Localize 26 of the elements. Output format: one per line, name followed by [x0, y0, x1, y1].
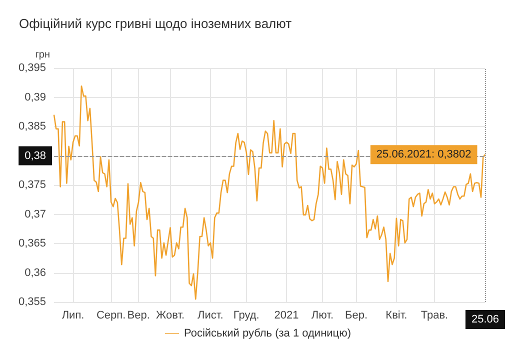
y-tick-label: 0,375 — [18, 179, 46, 191]
x-tick-label: 25.06 — [471, 314, 499, 326]
y-tick-label: 0,36 — [24, 266, 46, 279]
y-tick-label: 0,355 — [18, 296, 46, 308]
chart-title: Офіційний курс гривні щодо іноземних валют — [19, 16, 292, 31]
x-tick-label: 2021 — [274, 310, 299, 322]
legend-label: Російський рубль (за 1 одиницю) — [184, 328, 352, 340]
y-tick-label: 0,395 — [18, 62, 46, 74]
y-tick-label: 0,37 — [24, 208, 46, 220]
x-tick-label: Груд. — [233, 310, 260, 322]
ref-line-label: 0,38 — [24, 150, 46, 162]
x-tick-label: Лют. — [311, 310, 334, 322]
x-tick-label: Лип. — [62, 310, 84, 322]
x-tick-label: Квіт. — [386, 310, 408, 322]
y-tick-label: 0,39 — [24, 91, 46, 104]
x-tick-label: Жовт. — [156, 310, 185, 322]
line-series — [53, 85, 486, 300]
y-axis-title: грн — [35, 50, 50, 60]
y-tick-label: 0,365 — [18, 238, 46, 250]
x-tick-label: Серп. — [96, 310, 126, 322]
x-tick-label: Трав. — [420, 310, 448, 322]
y-tick-label: 0,385 — [18, 120, 46, 132]
x-tick-label: Бер. — [345, 310, 368, 322]
x-tick-label: Вер. — [127, 310, 150, 322]
x-tick-label: Лист. — [198, 310, 224, 322]
annotation: 25.06.2021: 0,3802 — [376, 148, 472, 161]
